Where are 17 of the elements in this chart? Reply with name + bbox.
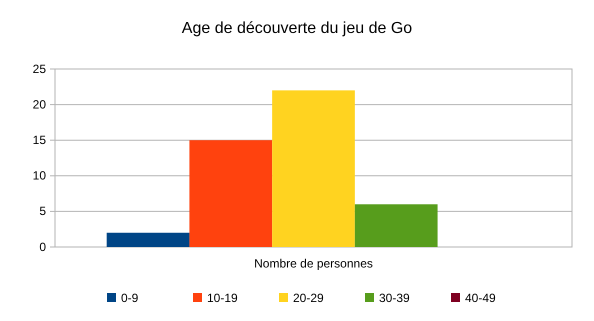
bar bbox=[189, 140, 272, 247]
legend-label: 10-19 bbox=[207, 291, 238, 305]
chart-title: Age de découverte du jeu de Go bbox=[182, 20, 412, 37]
bar bbox=[272, 90, 355, 247]
legend-label: 30-39 bbox=[379, 291, 410, 305]
y-tick-label: 10 bbox=[32, 168, 46, 183]
y-tick-label: 25 bbox=[32, 62, 46, 76]
y-tick-label: 0 bbox=[39, 240, 46, 254]
bar bbox=[106, 232, 190, 247]
legend-label: 0-9 bbox=[121, 291, 139, 305]
bar bbox=[354, 204, 438, 247]
y-tick-label: 15 bbox=[32, 133, 46, 148]
y-tick-label: 20 bbox=[32, 97, 46, 112]
legend-label: 20-29 bbox=[293, 291, 324, 305]
x-tick-label: Nombre de personnes bbox=[254, 256, 373, 271]
y-tick-label: 5 bbox=[39, 204, 46, 218]
legend-label: 40-49 bbox=[465, 291, 496, 305]
